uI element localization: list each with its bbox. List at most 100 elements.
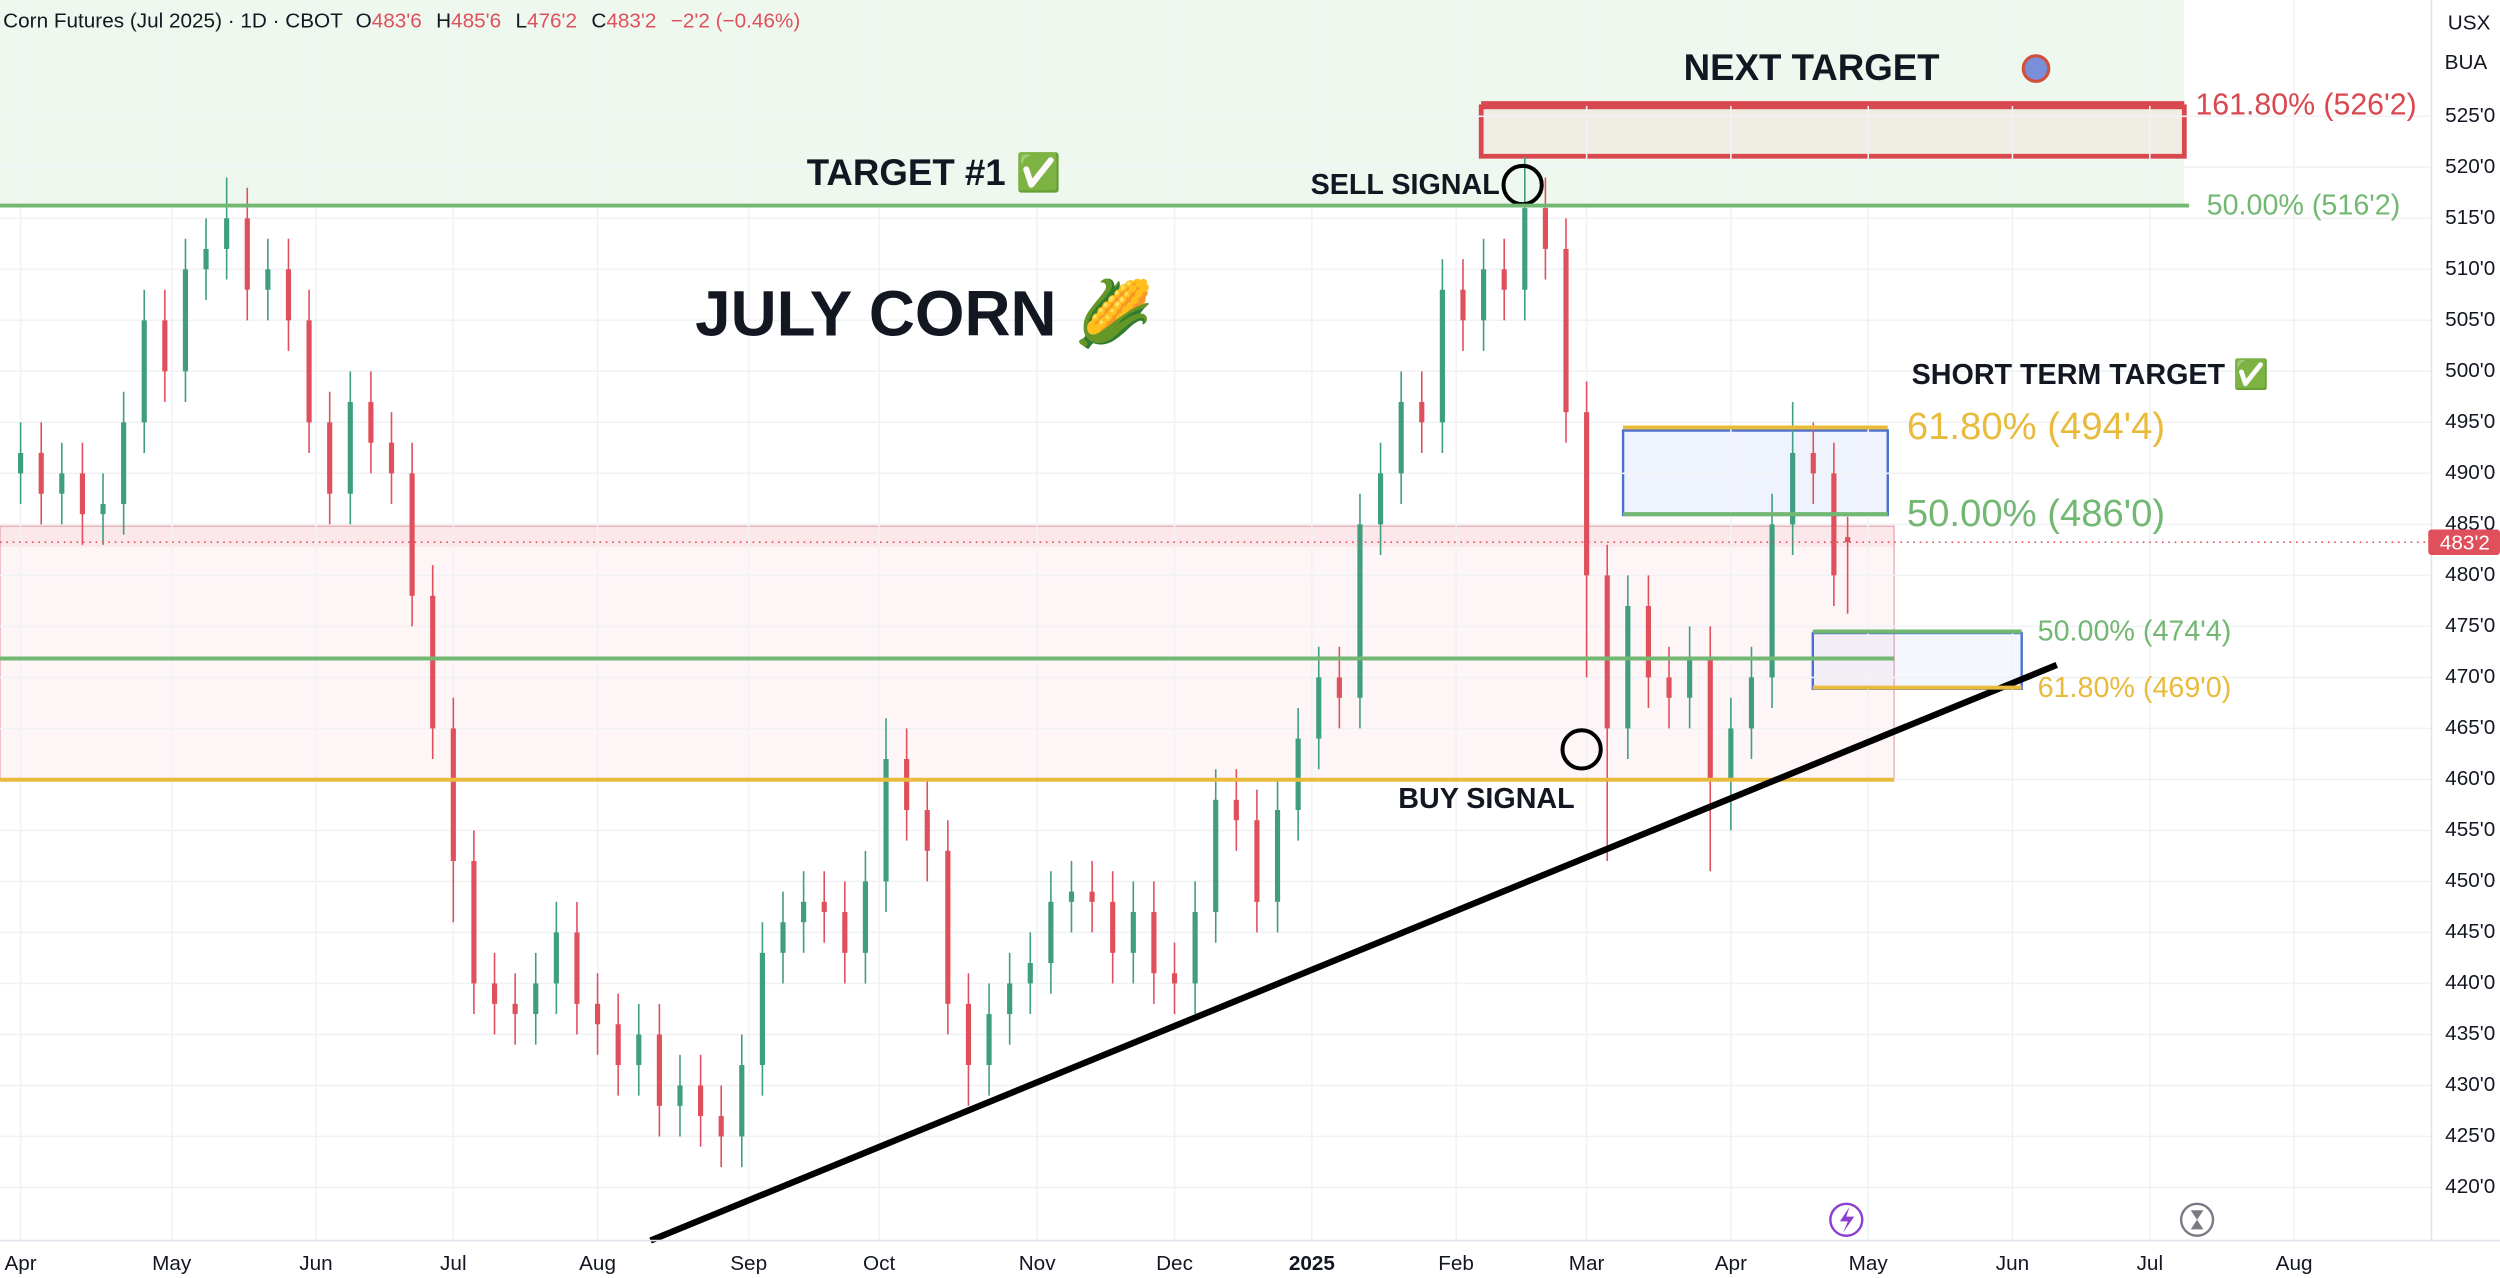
candle-body bbox=[38, 452, 44, 494]
candle-body bbox=[1027, 963, 1033, 984]
candle-body bbox=[677, 1085, 683, 1106]
candle-body bbox=[842, 912, 848, 953]
y-tick-label: 480'0 bbox=[2445, 563, 2495, 586]
signal-circle bbox=[1560, 728, 1603, 771]
candle-body bbox=[18, 452, 24, 474]
fib-level-label: 61.80% (494'4) bbox=[1907, 405, 2165, 448]
candle-body bbox=[821, 901, 827, 913]
candle-body bbox=[1419, 401, 1425, 423]
candle-body bbox=[718, 1116, 724, 1137]
candle-body bbox=[1707, 656, 1713, 780]
candle-body bbox=[79, 473, 85, 515]
y-tick-label: 455'0 bbox=[2445, 818, 2495, 841]
candle-body bbox=[1666, 677, 1672, 698]
candle-body bbox=[1687, 656, 1693, 698]
candle-body bbox=[1584, 412, 1590, 576]
hourglass-glyph bbox=[2190, 1210, 2204, 1230]
candle-body bbox=[1728, 728, 1734, 780]
candle-body bbox=[471, 861, 477, 984]
ohlc-key: C bbox=[591, 10, 606, 33]
ohlc-value: 483'6 bbox=[372, 10, 422, 33]
candle-body bbox=[59, 473, 65, 494]
target-icon bbox=[2021, 54, 2051, 83]
support-zone bbox=[0, 525, 1895, 781]
candle-body bbox=[430, 595, 436, 729]
trend-line bbox=[649, 661, 2058, 1244]
y-tick-label: 465'0 bbox=[2445, 716, 2495, 739]
lightning-glyph bbox=[1839, 1207, 1855, 1233]
candle-body bbox=[1604, 575, 1610, 729]
fib-level-label: 50.00% (486'0) bbox=[1907, 492, 2165, 535]
candle-body bbox=[1192, 912, 1198, 984]
next-target-box bbox=[1478, 104, 2187, 159]
annotation: SELL SIGNAL bbox=[1311, 169, 1500, 201]
candle-body bbox=[1439, 289, 1445, 423]
x-tick-label: Feb bbox=[1438, 1252, 1474, 1275]
candle-body bbox=[1377, 473, 1384, 525]
x-tick-label: Nov bbox=[1019, 1252, 1056, 1275]
candle-body bbox=[1233, 799, 1239, 821]
y-tick-label: 495'0 bbox=[2445, 410, 2495, 433]
candle-body bbox=[1748, 677, 1755, 729]
x-tick-label: Jun bbox=[299, 1252, 332, 1275]
y-tick-label: 505'0 bbox=[2445, 308, 2495, 331]
candle-body bbox=[368, 401, 374, 443]
y-tick-label: 515'0 bbox=[2445, 206, 2495, 229]
candle-body bbox=[1316, 677, 1322, 739]
y-tick-label: 445'0 bbox=[2445, 920, 2495, 943]
candle-body bbox=[285, 269, 292, 321]
candle-body bbox=[533, 983, 539, 1015]
replay-icon[interactable] bbox=[2179, 1202, 2215, 1237]
y-tick-label: 425'0 bbox=[2445, 1124, 2495, 1147]
candle-body bbox=[1790, 452, 1796, 525]
candle-body bbox=[1845, 537, 1851, 543]
candle-body bbox=[450, 728, 456, 862]
candle-body bbox=[244, 218, 250, 290]
candle-body bbox=[986, 1014, 992, 1066]
lightning-icon[interactable] bbox=[1829, 1202, 1864, 1237]
candle-body bbox=[1110, 901, 1116, 953]
candle-body bbox=[656, 1034, 662, 1106]
candle-body bbox=[1460, 289, 1466, 321]
x-tick-label: May bbox=[152, 1252, 192, 1275]
fib-level-label: 50.00% (516'2) bbox=[2207, 190, 2401, 222]
x-tick-label: Sep bbox=[730, 1252, 767, 1275]
candles-layer bbox=[18, 157, 1851, 1168]
x-tick-label: May bbox=[1849, 1252, 1889, 1275]
candle-body bbox=[1481, 269, 1487, 321]
candle-body bbox=[182, 269, 189, 372]
candle-body bbox=[224, 218, 230, 249]
change: −2'2 (−0.46%) bbox=[671, 10, 801, 33]
candle-body bbox=[636, 1034, 642, 1066]
fib-box bbox=[1811, 631, 2023, 691]
fib-level-label: 50.00% (474'4) bbox=[2038, 616, 2232, 648]
y-tick-label: 435'0 bbox=[2445, 1022, 2495, 1045]
last-price-label: 483'2 bbox=[2440, 531, 2490, 554]
candle-body bbox=[1213, 799, 1219, 913]
candle-body bbox=[780, 922, 786, 953]
candle-body bbox=[327, 422, 333, 494]
ohlc-key: L bbox=[515, 10, 527, 33]
annotation: SHORT TERM TARGET ✅ bbox=[1912, 357, 2269, 391]
x-tick-label: Dec bbox=[1156, 1252, 1193, 1275]
candle-body bbox=[1254, 820, 1260, 902]
candle-body bbox=[388, 442, 395, 474]
candle-body bbox=[1357, 524, 1363, 698]
currency: USX bbox=[2448, 11, 2491, 34]
candle-body bbox=[1563, 248, 1569, 413]
y-tick-label: 470'0 bbox=[2445, 665, 2495, 688]
y-tick-label: 475'0 bbox=[2445, 614, 2495, 637]
support-zone-band bbox=[0, 526, 1895, 547]
candle-body bbox=[121, 422, 127, 504]
x-tick-label: 2025 bbox=[1289, 1252, 1335, 1275]
annotation: NEXT TARGET bbox=[1684, 47, 1940, 88]
candle-body bbox=[1501, 269, 1507, 290]
candle-body bbox=[1089, 891, 1095, 902]
candle-body bbox=[491, 983, 498, 1004]
candle-body bbox=[1810, 452, 1816, 474]
y-tick-label: 525'0 bbox=[2445, 104, 2495, 127]
symbol: Corn Futures (Jul 2025) · 1D · CBOT bbox=[3, 10, 343, 33]
candle-body bbox=[1295, 738, 1301, 811]
